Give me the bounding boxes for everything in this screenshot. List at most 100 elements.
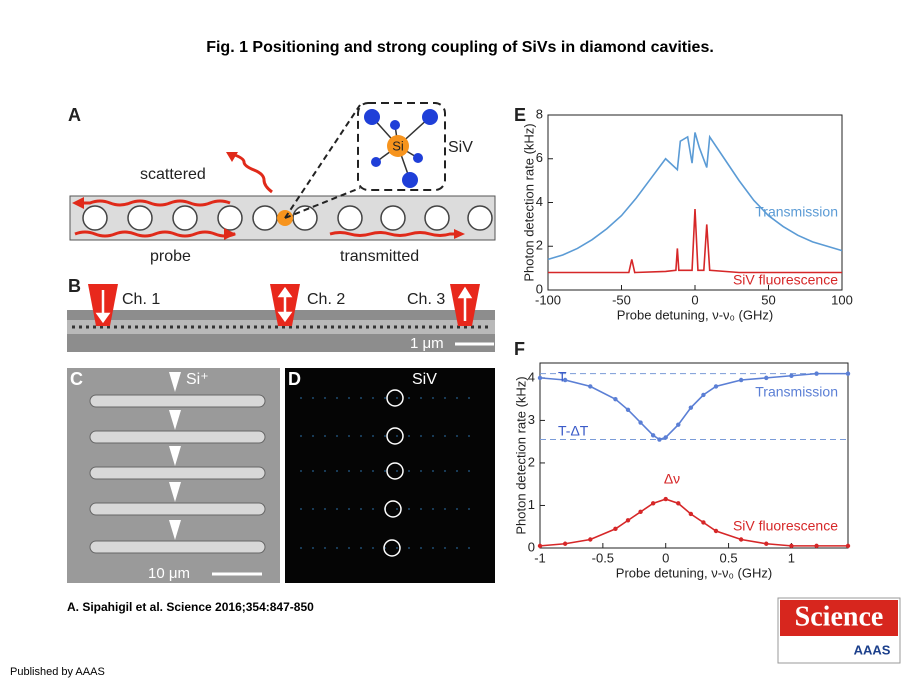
x-tick-label: 50 — [761, 292, 775, 307]
logo-band — [780, 600, 898, 636]
data-point — [688, 511, 694, 517]
x-tick-label: -100 — [535, 292, 561, 307]
data-point — [688, 405, 694, 410]
annotation: T — [558, 369, 567, 385]
panel-label: F — [514, 339, 525, 359]
scale-label: 1 μm — [410, 335, 444, 352]
data-point — [588, 537, 593, 542]
data-point — [537, 375, 543, 381]
y-tick-label: 0 — [528, 539, 535, 554]
series-label: Transmission — [755, 384, 838, 400]
panel-label: B — [68, 276, 81, 296]
data-point — [625, 407, 631, 412]
annotation: T-ΔT — [558, 423, 589, 439]
series-line — [539, 372, 848, 441]
x-tick-label: 1 — [788, 550, 795, 565]
data-point — [845, 371, 851, 376]
data-point — [789, 373, 794, 378]
science-logo: Science AAAS — [777, 597, 901, 664]
siv-label: SiV — [412, 371, 437, 388]
data-point — [814, 543, 819, 549]
x-tick-label: -50 — [612, 292, 631, 307]
cavities — [89, 394, 266, 554]
data-point — [625, 518, 631, 523]
panel-label: A — [68, 105, 81, 125]
scattered-label: scattered — [140, 166, 206, 183]
arrow-heads — [72, 152, 465, 240]
light-arrows — [74, 152, 455, 238]
data-point — [663, 496, 668, 502]
publisher: Published by AAAS — [10, 666, 105, 678]
data-point — [663, 435, 668, 440]
siv-molecule: Si — [364, 109, 438, 188]
channel-label: Ch. 2 — [307, 291, 345, 308]
data-point — [845, 543, 851, 549]
fluorescence-image — [285, 368, 495, 583]
data-point — [701, 392, 706, 398]
holes — [82, 205, 493, 231]
data-point — [738, 377, 744, 383]
y-tick-label: 8 — [536, 106, 543, 121]
plot-frame — [547, 114, 843, 291]
panel-label: D — [288, 369, 301, 389]
zoom-lines — [284, 104, 361, 219]
x-tick-label: -0.5 — [592, 550, 614, 565]
data-point — [562, 541, 568, 546]
channel-label: Ch. 3 — [407, 291, 445, 308]
data-point — [676, 422, 681, 427]
panel-b: B Ch. 1 Ch. 2 Ch. 3 1 μm — [67, 276, 495, 352]
x-axis-label: Probe detuning, ν-ν₀ (GHz) — [616, 565, 772, 580]
data-point — [814, 371, 819, 376]
y-tick-label: 0 — [536, 281, 543, 296]
citation: A. Sipahigil et al. Science 2016;354:847… — [67, 600, 314, 614]
plot-frame — [539, 362, 849, 549]
panel-d: D SiV — [285, 368, 495, 583]
panel-label: C — [70, 369, 83, 389]
ion-label: Si⁺ — [186, 371, 209, 388]
data-point — [562, 377, 568, 383]
data-point — [650, 433, 656, 438]
siv-circles — [383, 389, 404, 557]
channel-label: Ch. 1 — [122, 291, 160, 308]
channel-arrows — [95, 286, 473, 324]
y-tick-label: 4 — [528, 369, 535, 384]
data-point — [738, 537, 744, 542]
data-point — [638, 509, 643, 515]
x-axis-label: Probe detuning, ν-ν₀ (GHz) — [617, 307, 773, 322]
y-tick-label: 2 — [528, 454, 535, 469]
x-tick-label: -1 — [534, 550, 546, 565]
annotation: Δν — [664, 471, 680, 487]
series-line — [548, 209, 842, 274]
logo-name: Science — [795, 601, 884, 632]
transmitted-label: transmitted — [340, 248, 419, 265]
y-tick-label: 4 — [536, 194, 543, 209]
siv-label: SiV — [448, 139, 473, 156]
series-line — [547, 132, 843, 261]
si-label: Si — [392, 138, 404, 153]
panel-label: E — [514, 105, 526, 125]
series-label: Transmission — [755, 204, 838, 220]
series-label: SiV fluorescence — [733, 518, 838, 534]
y-tick-label: 2 — [536, 238, 543, 253]
y-axis-label: Photon detection rate (kHz) — [513, 376, 528, 534]
data-point — [650, 501, 656, 506]
y-tick-label: 6 — [536, 150, 543, 165]
data-point — [613, 526, 618, 532]
y-axis-label: Photon detection rate (kHz) — [521, 123, 536, 281]
probe-label: probe — [150, 248, 191, 265]
data-point — [789, 543, 794, 549]
panel-c: C Si⁺ 10 μm — [67, 368, 280, 583]
data-point — [676, 501, 681, 506]
data-point — [657, 437, 662, 442]
y-tick-label: 1 — [528, 497, 535, 512]
y-tick-label: 3 — [528, 412, 535, 427]
data-point — [701, 520, 706, 525]
data-point — [638, 420, 643, 425]
scale-label: 10 μm — [148, 565, 190, 582]
x-tick-label: 0.5 — [720, 550, 738, 565]
waveguide — [67, 320, 495, 334]
data-point — [713, 384, 719, 389]
panel-a: A Si scattered probe trans — [68, 102, 496, 265]
figure-title: Fig. 1 Positioning and strong coupling o… — [206, 39, 714, 56]
